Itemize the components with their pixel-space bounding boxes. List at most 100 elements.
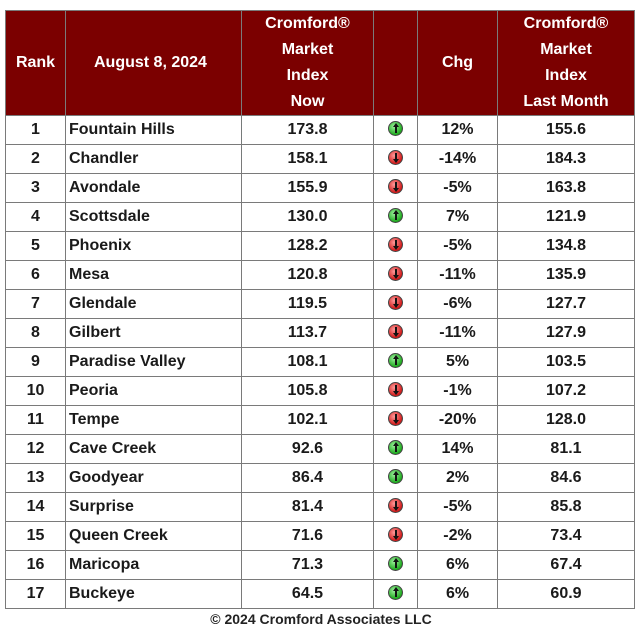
arrow-up-icon (388, 469, 403, 484)
index-last-month-cell: 73.4 (497, 521, 635, 551)
table-row: 5 Phoenix 128.2 -5% 134.8 (5, 231, 635, 261)
index-now-cell: 120.8 (241, 260, 374, 290)
direction-header (373, 10, 418, 116)
change-cell: -20% (417, 405, 498, 435)
table-row: 6 Mesa 120.8 -11% 135.9 (5, 260, 635, 290)
city-cell: Paradise Valley (65, 347, 242, 377)
index-now-cell: 81.4 (241, 492, 374, 522)
city-cell: Phoenix (65, 231, 242, 261)
arrow-up-icon (388, 121, 403, 136)
city-cell: Tempe (65, 405, 242, 435)
table-row: 13 Goodyear 86.4 2% 84.6 (5, 463, 635, 493)
rank-cell: 8 (5, 318, 66, 348)
index-now-header-line: Now (290, 93, 325, 110)
direction-cell (373, 550, 418, 580)
direction-cell (373, 289, 418, 319)
arrow-up-icon (388, 585, 403, 600)
rank-cell: 9 (5, 347, 66, 377)
change-cell: 14% (417, 434, 498, 464)
direction-cell (373, 463, 418, 493)
change-header: Chg (417, 10, 498, 116)
table-header: Rank August 8, 2024 Cromford® Market Ind… (5, 10, 635, 116)
change-cell: -1% (417, 376, 498, 406)
arrow-down-icon (388, 498, 403, 513)
change-cell: 7% (417, 202, 498, 232)
direction-cell (373, 260, 418, 290)
direction-cell (373, 144, 418, 174)
arrow-down-icon (388, 411, 403, 426)
index-now-cell: 119.5 (241, 289, 374, 319)
index-last-month-header-line: Market (540, 41, 592, 58)
arrow-down-icon (388, 527, 403, 542)
city-cell: Peoria (65, 376, 242, 406)
index-last-month-header-line: Index (545, 67, 587, 84)
index-last-month-cell: 127.7 (497, 289, 635, 319)
table-body: 1 Fountain Hills 173.8 12% 155.6 2 Chandler 158… (5, 115, 635, 609)
index-now-cell: 113.7 (241, 318, 374, 348)
index-now-header-line: Index (286, 67, 329, 84)
index-last-month-cell: 135.9 (497, 260, 635, 290)
city-cell: Glendale (65, 289, 242, 319)
copyright-footer: © 2024 Cromford Associates LLC (210, 611, 432, 627)
direction-cell (373, 202, 418, 232)
table-row: 8 Gilbert 113.7 -11% 127.9 (5, 318, 635, 348)
rank-cell: 11 (5, 405, 66, 435)
index-last-month-cell: 163.8 (497, 173, 635, 203)
direction-cell (373, 434, 418, 464)
arrow-down-icon (388, 295, 403, 310)
city-cell: Buckeye (65, 579, 242, 609)
index-now-cell: 92.6 (241, 434, 374, 464)
direction-cell (373, 231, 418, 261)
city-cell: Scottsdale (65, 202, 242, 232)
index-now-cell: 105.8 (241, 376, 374, 406)
change-cell: -11% (417, 318, 498, 348)
index-last-month-header: Cromford® Market Index Last Month (497, 10, 635, 116)
change-cell: -5% (417, 173, 498, 203)
index-now-header-line: Market (281, 41, 334, 58)
rank-cell: 5 (5, 231, 66, 261)
table-row: 12 Cave Creek 92.6 14% 81.1 (5, 434, 635, 464)
index-last-month-cell: 127.9 (497, 318, 635, 348)
index-now-header: Cromford® Market Index Now (241, 10, 374, 116)
rank-cell: 14 (5, 492, 66, 522)
rank-cell: 15 (5, 521, 66, 551)
index-last-month-cell: 103.5 (497, 347, 635, 377)
change-cell: -14% (417, 144, 498, 174)
index-now-cell: 155.9 (241, 173, 374, 203)
index-last-month-cell: 60.9 (497, 579, 635, 609)
rank-cell: 17 (5, 579, 66, 609)
header-row: Rank August 8, 2024 Cromford® Market Ind… (5, 10, 635, 116)
table-row: 15 Queen Creek 71.6 -2% 73.4 (5, 521, 635, 551)
direction-cell (373, 115, 418, 145)
change-cell: -5% (417, 492, 498, 522)
rank-cell: 6 (5, 260, 66, 290)
rank-cell: 12 (5, 434, 66, 464)
table-row: 9 Paradise Valley 108.1 5% 103.5 (5, 347, 635, 377)
index-now-cell: 64.5 (241, 579, 374, 609)
change-cell: 5% (417, 347, 498, 377)
index-last-month-header-line: Last Month (523, 93, 609, 110)
table-row: 2 Chandler 158.1 -14% 184.3 (5, 144, 635, 174)
change-cell: 6% (417, 550, 498, 580)
table-row: 4 Scottsdale 130.0 7% 121.9 (5, 202, 635, 232)
direction-cell (373, 579, 418, 609)
city-cell: Surprise (65, 492, 242, 522)
arrow-up-icon (388, 353, 403, 368)
change-cell: 12% (417, 115, 498, 145)
table-row: 7 Glendale 119.5 -6% 127.7 (5, 289, 635, 319)
rank-cell: 1 (5, 115, 66, 145)
index-now-cell: 86.4 (241, 463, 374, 493)
index-last-month-cell: 67.4 (497, 550, 635, 580)
index-now-cell: 130.0 (241, 202, 374, 232)
market-index-table: Rank August 8, 2024 Cromford® Market Ind… (5, 10, 635, 609)
rank-cell: 7 (5, 289, 66, 319)
table-row: 14 Surprise 81.4 -5% 85.8 (5, 492, 635, 522)
city-cell: Queen Creek (65, 521, 242, 551)
table-row: 11 Tempe 102.1 -20% 128.0 (5, 405, 635, 435)
change-cell: -6% (417, 289, 498, 319)
rank-cell: 2 (5, 144, 66, 174)
arrow-down-icon (388, 179, 403, 194)
arrow-down-icon (388, 324, 403, 339)
date-header: August 8, 2024 (65, 10, 242, 116)
index-last-month-cell: 121.9 (497, 202, 635, 232)
